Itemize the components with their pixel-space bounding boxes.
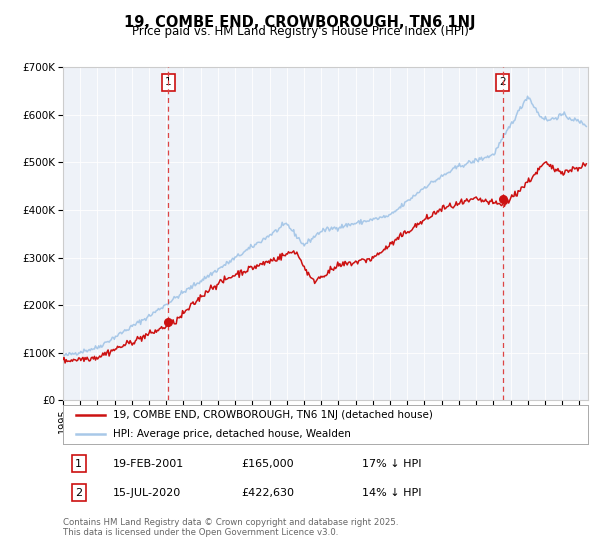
Text: 1: 1 bbox=[165, 77, 172, 87]
Text: HPI: Average price, detached house, Wealden: HPI: Average price, detached house, Weal… bbox=[113, 429, 351, 439]
Text: £422,630: £422,630 bbox=[241, 488, 295, 498]
Text: 19, COMBE END, CROWBOROUGH, TN6 1NJ (detached house): 19, COMBE END, CROWBOROUGH, TN6 1NJ (det… bbox=[113, 410, 433, 420]
Text: 15-JUL-2020: 15-JUL-2020 bbox=[113, 488, 181, 498]
Text: 2: 2 bbox=[75, 488, 82, 498]
Text: 1: 1 bbox=[75, 459, 82, 469]
Text: 19-FEB-2001: 19-FEB-2001 bbox=[113, 459, 184, 469]
Text: 19, COMBE END, CROWBOROUGH, TN6 1NJ: 19, COMBE END, CROWBOROUGH, TN6 1NJ bbox=[124, 15, 476, 30]
Text: Price paid vs. HM Land Registry's House Price Index (HPI): Price paid vs. HM Land Registry's House … bbox=[131, 25, 469, 38]
Text: 14% ↓ HPI: 14% ↓ HPI bbox=[362, 488, 422, 498]
Text: 17% ↓ HPI: 17% ↓ HPI bbox=[362, 459, 422, 469]
Text: £165,000: £165,000 bbox=[241, 459, 294, 469]
Text: Contains HM Land Registry data © Crown copyright and database right 2025.
This d: Contains HM Land Registry data © Crown c… bbox=[63, 518, 398, 538]
Text: 2: 2 bbox=[499, 77, 506, 87]
